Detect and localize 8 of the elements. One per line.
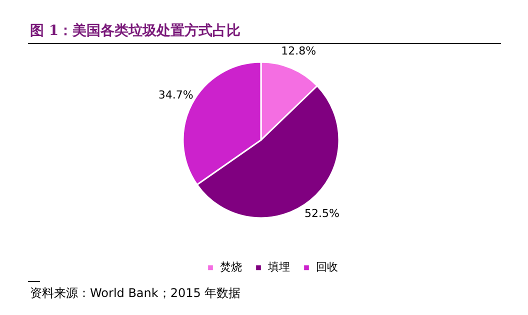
legend-label: 回收	[316, 260, 338, 274]
legend-label: 焚烧	[220, 260, 242, 274]
data-label: 34.7%	[158, 88, 194, 102]
data-label: 12.8%	[281, 44, 316, 58]
chart-title: 图 1：美国各类垃圾处置方式占比	[30, 22, 241, 40]
text: 资料来源：World Bank；2015 年数据	[30, 285, 241, 302]
legend-label: 填埋	[267, 260, 290, 274]
data-label: 52.5%	[304, 207, 340, 220]
